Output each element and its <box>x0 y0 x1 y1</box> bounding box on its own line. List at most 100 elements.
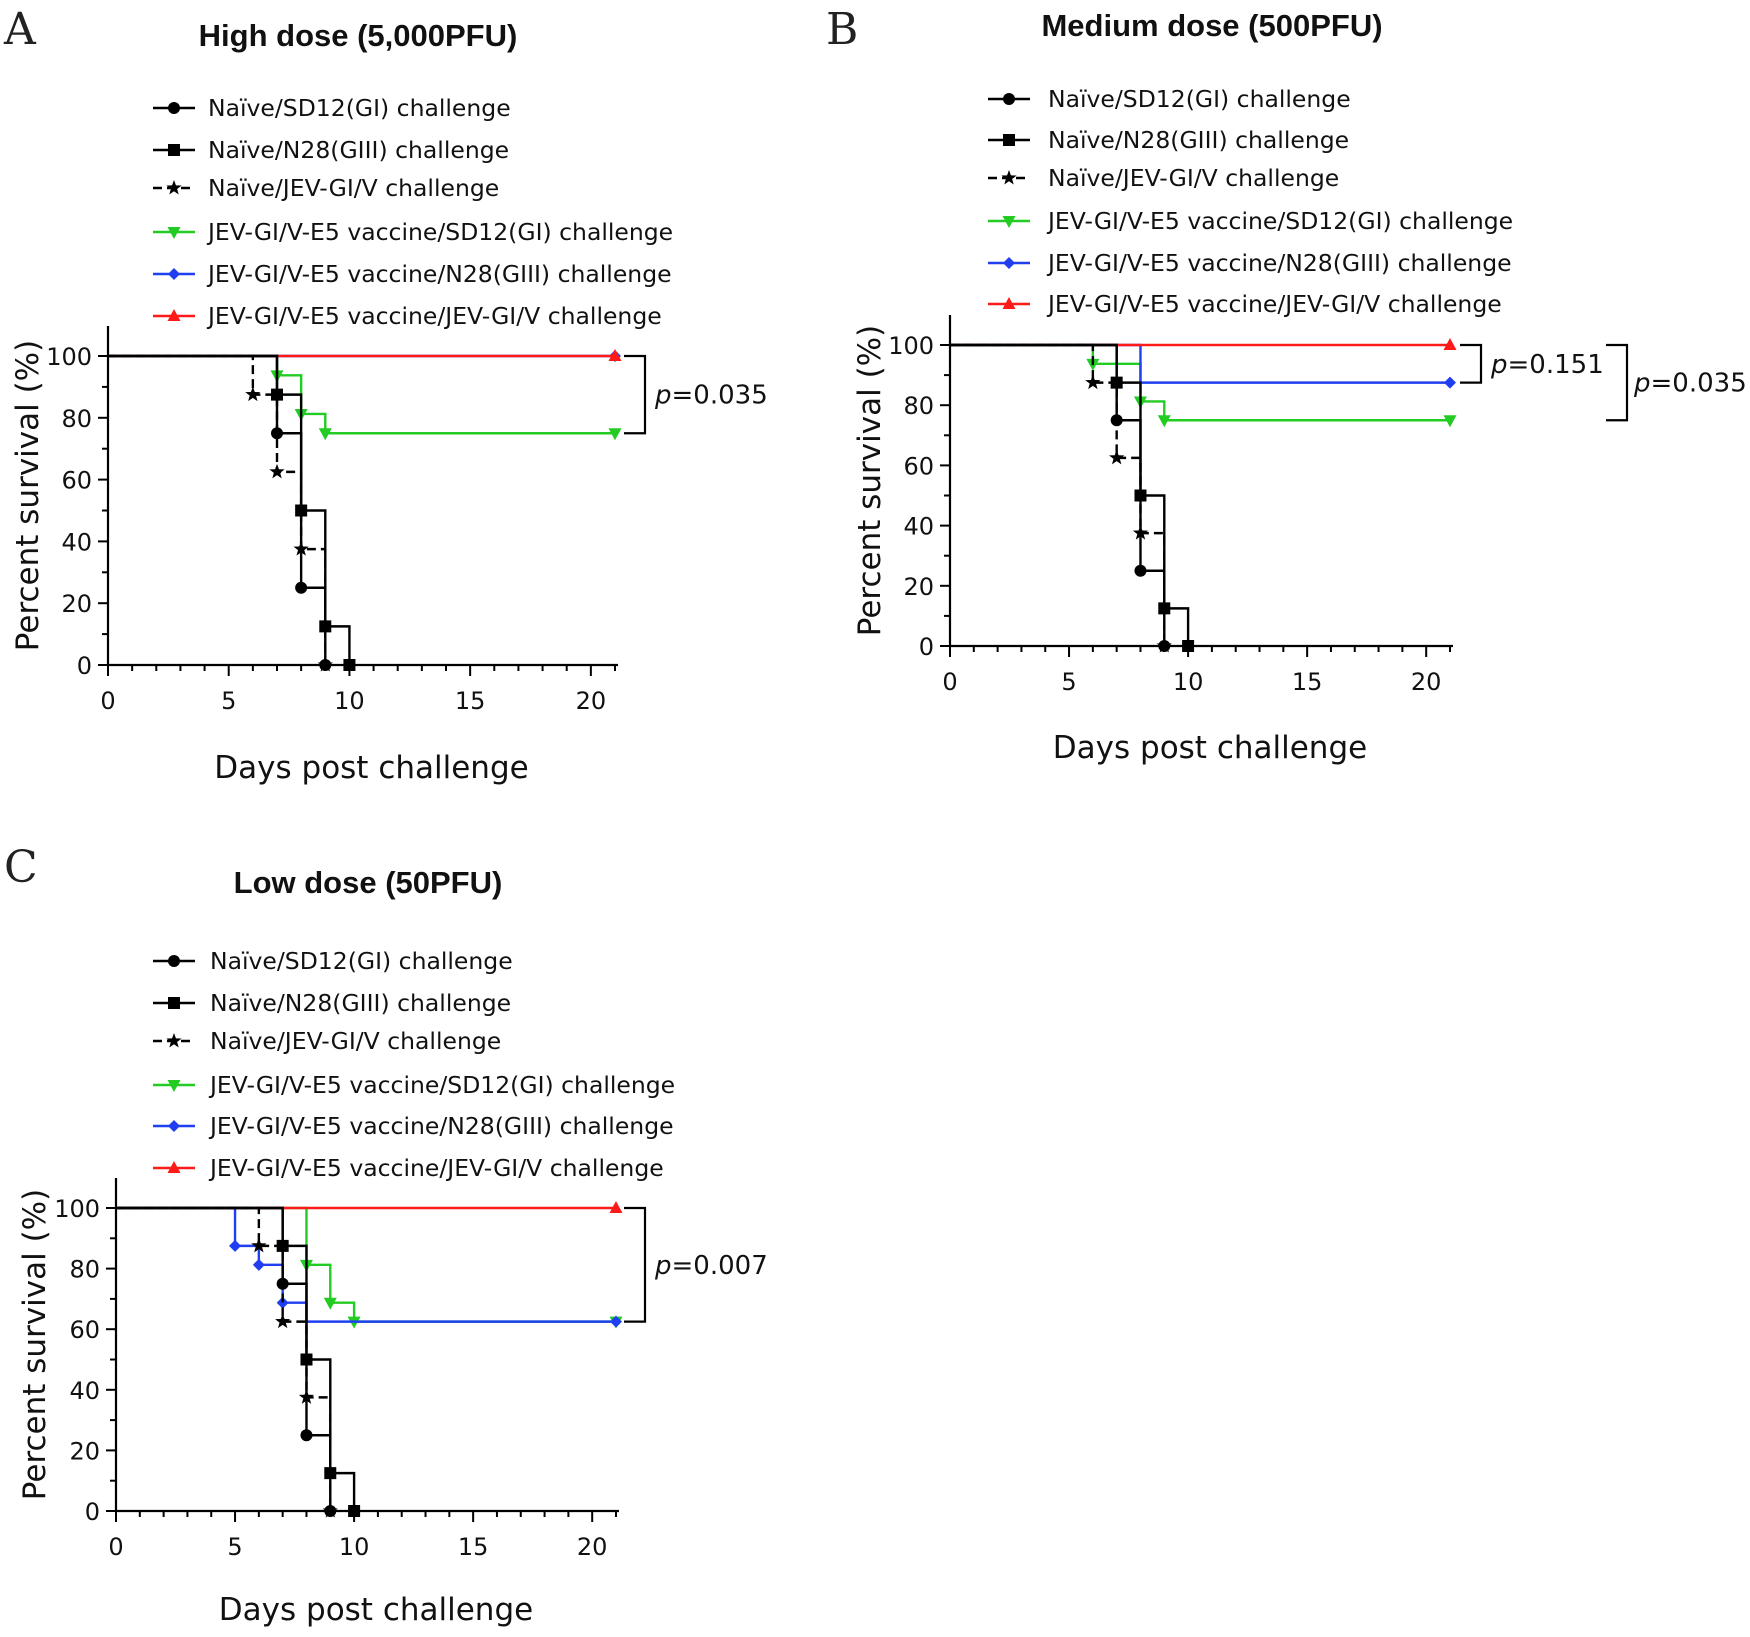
bracket-line <box>624 1206 647 1323</box>
legend-item: Naïve/N28(GIII) challenge <box>153 136 509 164</box>
legend-item: Naïve/SD12(GI) challenge <box>153 947 513 975</box>
series-point <box>610 1315 622 1328</box>
axes: 0 20 40 60 80 100 0 5 10 15 20 <box>888 315 1453 696</box>
legend-marker <box>168 1120 180 1132</box>
series-line <box>108 354 327 665</box>
series <box>950 343 1195 652</box>
y-tick-label: 80 <box>61 405 92 433</box>
legend-label: JEV-GI/V-E5 vaccine/SD12(GI) challenge <box>208 1071 675 1099</box>
x-tick-label: 0 <box>100 687 115 715</box>
legend-marker <box>167 309 181 321</box>
legend-label: JEV-GI/V-E5 vaccine/JEV-GI/V challenge <box>208 1154 664 1182</box>
legend-item: JEV-GI/V-E5 vaccine/JEV-GI/V challenge <box>153 302 662 330</box>
series-line <box>950 343 1190 646</box>
series-line <box>116 1206 616 1323</box>
legend-item: Naïve/JEV-GI/V challenge <box>153 174 499 202</box>
series-point <box>295 504 308 517</box>
series-point <box>608 349 622 361</box>
series-point <box>343 659 356 671</box>
y-tick-label: 80 <box>69 1256 100 1284</box>
legend-marker <box>168 955 180 967</box>
legend-item: JEV-GI/V-E5 vaccine/JEV-GI/V challenge <box>988 290 1502 318</box>
legend-item: Naïve/N28(GIII) challenge <box>988 126 1349 154</box>
legend-label: Naïve/SD12(GI) challenge <box>208 94 511 122</box>
legend-item: Naïve/SD12(GI) challenge <box>988 85 1351 113</box>
series-line <box>116 1206 332 1511</box>
series-point <box>1085 374 1101 390</box>
legend-marker <box>167 227 181 239</box>
series-point <box>1156 638 1172 653</box>
p-value-label: p=0.151 <box>1490 350 1604 380</box>
legend-marker <box>168 102 180 114</box>
legend: Naïve/SD12(GI) challenge Naïve/N28(GIII) … <box>988 85 1513 318</box>
bracket-line <box>1606 343 1629 422</box>
series-point <box>317 657 333 672</box>
series-point <box>295 581 308 594</box>
series <box>116 1206 622 1328</box>
y-tick-label: 100 <box>46 343 92 371</box>
series-point <box>609 1201 623 1213</box>
legend-label: Naïve/N28(GIII) challenge <box>208 136 509 164</box>
legend-marker <box>1003 93 1015 105</box>
x-tick-label: 15 <box>455 687 486 715</box>
p-value-label: p=0.007 <box>654 1251 768 1281</box>
y-tick-label: 40 <box>61 528 92 556</box>
y-tick-label: 100 <box>54 1195 100 1223</box>
panel-letter: B <box>826 4 858 55</box>
legend-item: Naïve/JEV-GI/V challenge <box>988 164 1339 192</box>
panel-c: C Low dose (50PFU) Naïve/SD12(GI) challeng… <box>4 842 768 1628</box>
legend-marker <box>1003 134 1015 146</box>
series-point <box>271 388 283 401</box>
bracket-line <box>624 354 647 435</box>
p-value-label: p=0.035 <box>1633 369 1747 399</box>
series-point <box>1443 415 1457 428</box>
chart-title: Low dose (50PFU) <box>234 865 503 900</box>
series-point <box>1444 376 1456 389</box>
series <box>950 343 1456 389</box>
series-point <box>269 463 285 479</box>
series-point <box>322 1503 338 1518</box>
y-axis-label: Percent survival (%) <box>852 325 888 636</box>
x-tick-label: 20 <box>1411 668 1442 696</box>
legend-item: Naïve/JEV-GI/V challenge <box>153 1027 501 1055</box>
legend-label: Naïve/SD12(GI) challenge <box>210 947 513 975</box>
y-tick-label: 0 <box>919 633 934 661</box>
legend-marker <box>1002 216 1016 228</box>
legend-label: JEV-GI/V-E5 vaccine/SD12(GI) challenge <box>1046 207 1513 235</box>
legend-item: JEV-GI/V-E5 vaccine/SD12(GI) challenge <box>988 207 1513 235</box>
x-tick-label: 15 <box>458 1533 489 1561</box>
x-tick-label: 20 <box>577 1533 608 1561</box>
series-point <box>319 620 332 633</box>
series <box>108 354 356 671</box>
x-axis-label: Days post challenge <box>214 750 528 786</box>
x-tick-label: 10 <box>339 1533 370 1561</box>
legend-marker <box>1001 170 1017 185</box>
axes: 0 20 40 60 80 100 0 5 10 15 20 <box>54 1178 619 1561</box>
x-axis-label: Days post challenge <box>1053 730 1367 766</box>
x-tick-label: 5 <box>227 1533 242 1561</box>
legend-marker <box>1003 257 1015 269</box>
series-point <box>276 1296 289 1309</box>
series-point <box>298 1389 315 1404</box>
series <box>116 1206 361 1517</box>
series-point <box>1182 640 1195 652</box>
series-point <box>1132 525 1149 540</box>
x-tick-label: 15 <box>1292 668 1323 696</box>
legend-label: JEV-GI/V-E5 vaccine/N28(GIII) challenge <box>206 260 672 288</box>
x-tick-label: 0 <box>942 668 957 696</box>
legend-marker <box>168 144 180 156</box>
series-point <box>293 541 309 556</box>
x-tick-label: 5 <box>1061 668 1076 696</box>
y-axis-label: Percent survival (%) <box>10 340 46 651</box>
x-tick-label: 10 <box>334 687 365 715</box>
panel-letter: C <box>4 842 38 893</box>
legend-item: JEV-GI/V-E5 vaccine/JEV-GI/V challenge <box>153 1154 664 1182</box>
x-tick-label: 10 <box>1173 668 1204 696</box>
series-point <box>275 1313 291 1329</box>
series-line <box>116 1206 616 1323</box>
legend-marker <box>166 180 182 195</box>
bracket-line <box>1460 343 1483 384</box>
chart-title: Medium dose (500PFU) <box>1041 8 1382 43</box>
significance-bracket: p=0.035 <box>1606 343 1747 422</box>
